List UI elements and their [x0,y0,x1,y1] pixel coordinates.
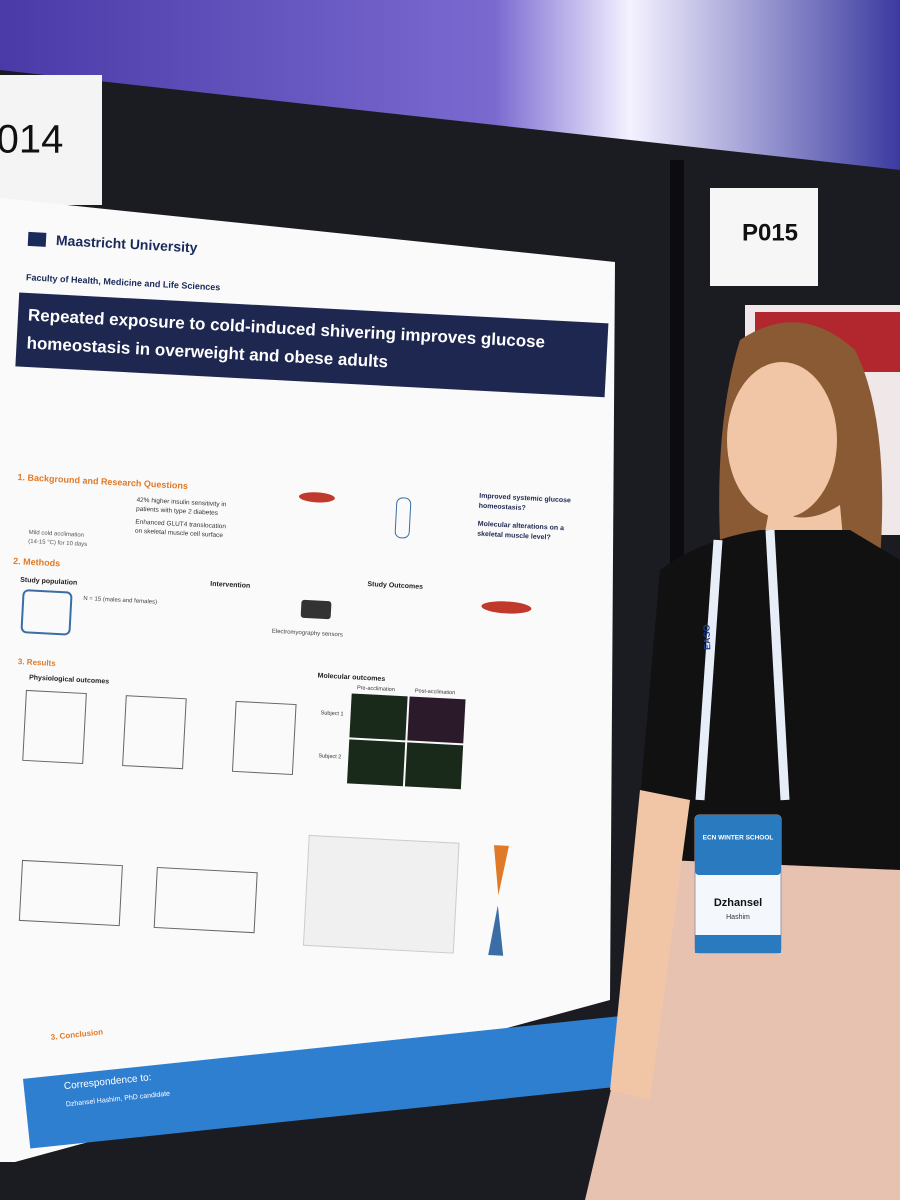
gradient-arrow [488,905,504,956]
micrograph [346,739,406,787]
poster-text: Electromyography sensors [272,629,343,639]
booth-number: P015 [742,219,798,246]
plot-frame [122,695,187,770]
poster-text: patients with type 2 diabetes [136,506,219,517]
poster-text: N = 15 (males and females) [83,596,157,606]
poster-text: Physiological outcomes [29,674,109,685]
section-heading: 2. Methods [13,556,60,568]
section-heading: 3. Results [18,657,57,668]
badge-footer [695,935,781,953]
card-014 [0,75,102,205]
poster-text: Subject 1 [320,710,343,717]
table [302,834,460,954]
poster [0,198,615,1162]
poster-text: (14-15 °C) for 10 days [28,539,87,548]
gradient-arrow [493,845,509,896]
badge-surname: Hashim [726,914,750,921]
micrograph [349,693,408,741]
institution: Maastricht University [56,232,198,255]
poster-text: Study population [20,577,77,587]
question: skeletal muscle level? [477,531,551,542]
face [727,362,837,518]
scale-icon [20,589,73,636]
poster-text: on skeletal muscle cell surface [135,528,224,540]
poster-text: Enhanced GLUT4 translocation [135,519,226,531]
plot-frame [153,866,258,934]
plot-frame [231,700,297,775]
lanyard-strap [695,529,790,801]
micrograph [404,742,464,790]
muscle-icon [481,601,532,614]
plot-frame [22,689,87,764]
question: Improved systemic glucose [479,493,571,505]
sensor-icon [300,599,332,620]
poster-text: Study Outcomes [367,581,423,591]
footer-band [22,1016,628,1149]
person-icon [394,497,412,539]
poster-text: Subject 2 [318,753,341,760]
micrograph [407,696,466,744]
plot-frame [18,859,123,927]
poster-text: 42% higher insulin sensitivity in [136,497,227,509]
lanyard-text: EASO [701,624,712,650]
logo [27,231,47,247]
card-p015 [710,188,818,286]
poster-text: Pre-acclimation [357,685,395,693]
title-band [15,292,609,398]
poster-text: Post-acclimation [415,688,456,696]
booth-number: 014 [0,118,63,162]
arm [610,790,690,1100]
poster-text: Molecular outcomes [317,672,385,683]
badge-name: Dzhansel [714,897,762,909]
badge-header [695,815,781,875]
question: homeostasis? [479,503,526,512]
poster-text: Intervention [210,581,250,590]
question: Molecular alterations on a [478,521,565,533]
badge-event: ECN WINTER SCHOOL [703,835,774,842]
muscle-icon [298,492,335,503]
poster-text: Mild cold acclimation [29,530,85,539]
